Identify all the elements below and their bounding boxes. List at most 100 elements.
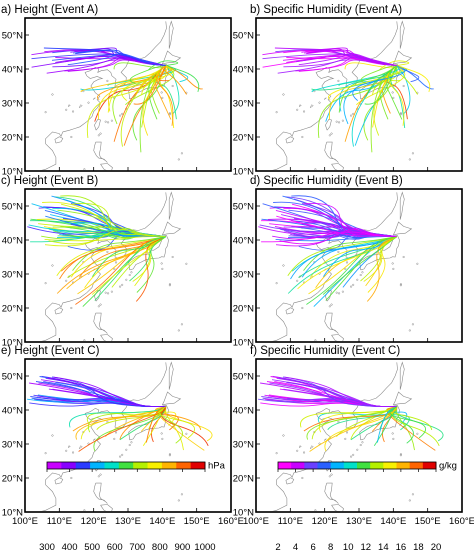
panel-frame-outline xyxy=(255,188,463,343)
lat-tick-label: 50°N xyxy=(2,202,23,213)
islet xyxy=(408,158,411,161)
lat-tick-label: 20°N xyxy=(2,304,23,315)
lon-tick-label: 160°E xyxy=(218,516,244,527)
trajectory-line xyxy=(360,236,398,282)
panel-f-title: f) Specific Humidity (Event C) xyxy=(250,345,400,357)
colorbar-swatch xyxy=(161,462,177,469)
islet xyxy=(350,285,353,288)
lat-tick-label: 20°N xyxy=(233,304,254,315)
colorbar-tick-label: 18 xyxy=(413,542,424,552)
islet xyxy=(345,431,349,434)
lon-tick-label: 120°E xyxy=(312,516,338,527)
trajectory-line xyxy=(300,406,397,428)
lat-tick-label: 10°N xyxy=(2,167,23,178)
colorbar-tick-label: 8 xyxy=(328,542,333,552)
coastline xyxy=(399,20,405,49)
islet xyxy=(51,93,54,96)
lat-tick-label: 50°N xyxy=(2,372,23,383)
coastline xyxy=(285,136,295,144)
islet xyxy=(330,132,333,135)
islet xyxy=(185,262,188,265)
trajectory-line xyxy=(164,406,184,451)
islet xyxy=(119,455,122,458)
colorbar-frame xyxy=(46,461,206,470)
islet xyxy=(416,432,419,435)
trajectory-line xyxy=(158,406,183,444)
islet xyxy=(130,271,133,274)
islet xyxy=(408,329,411,332)
trajectory-line xyxy=(275,236,397,242)
coastline xyxy=(94,118,101,131)
trajectory-line xyxy=(60,203,166,238)
islet xyxy=(72,110,75,113)
panel-e-title: e) Height (Event C) xyxy=(1,345,100,357)
trajectory-line xyxy=(129,65,166,84)
coastline xyxy=(359,405,400,441)
panel-c-title: c) Height (Event B) xyxy=(1,175,98,187)
trajectory-line xyxy=(396,65,411,115)
islet xyxy=(65,449,68,452)
trajectory-line xyxy=(290,236,397,280)
lat-tick-label: 10°N xyxy=(233,338,254,349)
islet xyxy=(185,432,188,435)
colorbar-swatch xyxy=(330,462,345,469)
islet xyxy=(113,267,116,270)
lat-tick-label: 30°N xyxy=(2,99,23,110)
islet xyxy=(110,119,113,122)
lon-tick-label: 120°E xyxy=(81,516,107,527)
islet xyxy=(391,432,394,435)
colorbar-tick-label: 800 xyxy=(152,542,168,552)
trajectory-line xyxy=(107,65,177,86)
islet xyxy=(399,454,402,457)
trajectory-line xyxy=(129,236,167,282)
islet xyxy=(161,437,164,440)
trajectory-line xyxy=(48,229,166,245)
coastline xyxy=(54,477,64,485)
colorbar-swatch xyxy=(147,462,163,469)
islet xyxy=(328,305,331,308)
islet xyxy=(171,84,174,88)
islet xyxy=(121,453,124,456)
lat-tick-label: 40°N xyxy=(233,406,254,417)
islet xyxy=(408,499,411,502)
islet xyxy=(119,285,122,288)
islet xyxy=(314,339,317,342)
trajectory-line xyxy=(56,236,166,277)
islet xyxy=(399,284,402,287)
trajectory-line xyxy=(159,64,187,95)
islet xyxy=(282,434,285,437)
trajectory-line xyxy=(282,376,397,408)
islet xyxy=(335,120,338,123)
islet xyxy=(72,451,75,454)
islet xyxy=(51,264,54,267)
coastline xyxy=(54,307,64,315)
islet xyxy=(168,454,171,457)
colorbar-frame xyxy=(277,461,437,470)
islet xyxy=(314,509,317,512)
islet xyxy=(168,113,171,116)
islet xyxy=(70,135,73,139)
islet xyxy=(399,112,402,115)
trajectory-line xyxy=(80,65,169,93)
colorbar-tick-label: 20 xyxy=(431,542,442,552)
islet xyxy=(392,267,395,270)
islet xyxy=(344,437,347,440)
islet xyxy=(275,111,278,114)
islet xyxy=(121,283,124,286)
trajectory-line xyxy=(297,236,398,290)
islet xyxy=(180,493,183,496)
islet xyxy=(161,267,164,270)
colorbar-tick-label: 10 xyxy=(343,542,354,552)
colorbar-unit: hPa xyxy=(208,461,226,472)
colorbar-swatch xyxy=(118,462,134,469)
lon-tick-label: 140°E xyxy=(380,516,406,527)
islet xyxy=(125,448,128,451)
trajectory-line xyxy=(165,65,203,90)
islet xyxy=(168,112,171,115)
islet xyxy=(99,132,102,135)
islet xyxy=(352,283,355,286)
trajectory-line xyxy=(396,65,434,90)
colorbar-tick-label: 4 xyxy=(293,542,298,552)
panel-frame-outline xyxy=(24,358,232,513)
panel-c-map: 10°N 20°N 30°N 40°N 50°N xyxy=(2,188,232,349)
